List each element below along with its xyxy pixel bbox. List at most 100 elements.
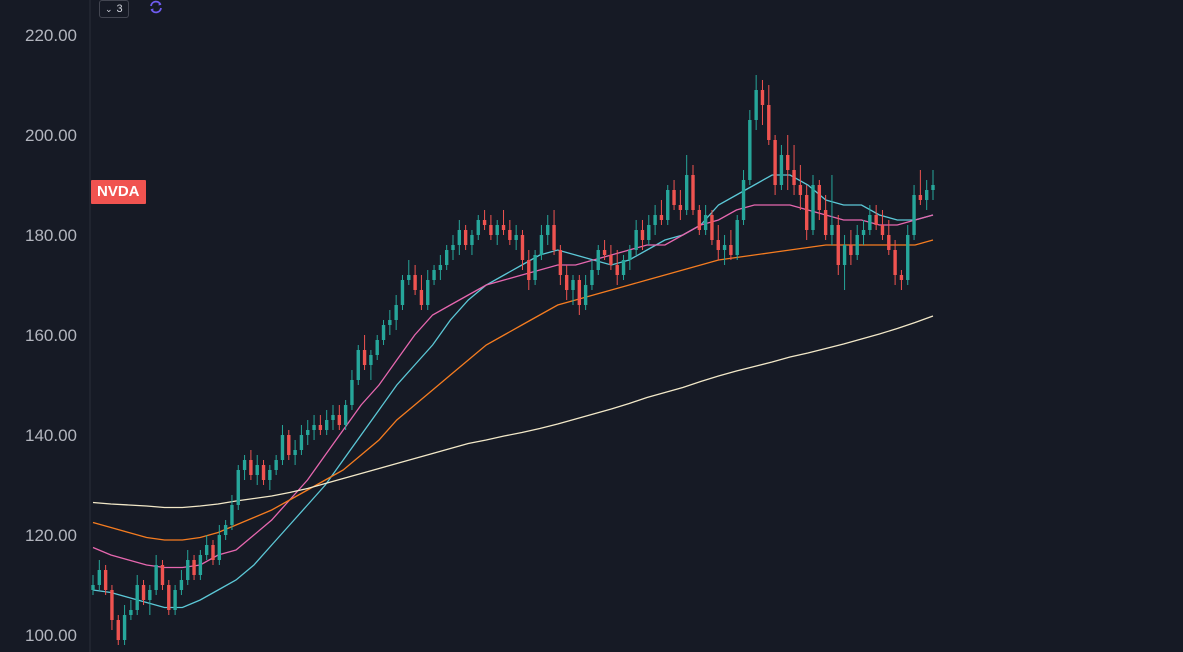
- candle: [211, 540, 215, 565]
- candle-body: [703, 215, 708, 230]
- candle: [893, 240, 897, 285]
- candle: [444, 245, 449, 270]
- candle: [792, 145, 796, 195]
- candle: [470, 230, 474, 255]
- candle-body: [906, 235, 910, 280]
- candle: [110, 585, 114, 630]
- candle-body: [564, 275, 569, 290]
- candle-body: [621, 260, 626, 275]
- symbol-label[interactable]: NVDA: [91, 180, 146, 204]
- candle: [122, 605, 127, 645]
- candle-body: [223, 525, 228, 535]
- moving-average-line: [92, 204, 934, 569]
- candle-body: [192, 560, 196, 575]
- candle: [476, 215, 480, 240]
- candle-body: [451, 245, 455, 250]
- candle: [179, 570, 184, 595]
- candle-body: [893, 250, 897, 275]
- candle: [748, 110, 752, 185]
- candle: [154, 555, 158, 595]
- candle: [514, 225, 518, 250]
- candle: [369, 350, 373, 380]
- candle-body: [628, 250, 632, 260]
- candle: [186, 550, 190, 585]
- candle: [457, 220, 462, 255]
- candle: [684, 155, 689, 215]
- candle: [324, 410, 329, 435]
- candle: [489, 215, 493, 240]
- candle-body: [647, 225, 651, 240]
- candle: [198, 550, 203, 580]
- candle-body: [546, 225, 550, 235]
- candle: [924, 180, 929, 210]
- candle-body: [186, 560, 190, 580]
- sync-icon[interactable]: [148, 0, 164, 14]
- y-tick-label: 180.00: [25, 226, 77, 245]
- candle-body: [615, 265, 619, 275]
- candle-body: [135, 585, 139, 610]
- candle-body: [773, 140, 777, 185]
- candle-body: [268, 470, 272, 480]
- candle-body: [861, 230, 866, 235]
- candle-body: [413, 275, 417, 290]
- candle-body: [684, 175, 689, 210]
- candle: [539, 225, 544, 260]
- candle-body: [324, 420, 329, 430]
- candle-body: [842, 245, 847, 265]
- candles: [91, 75, 935, 645]
- candle-body: [381, 325, 386, 340]
- candle: [849, 230, 853, 265]
- candle-body: [533, 255, 537, 280]
- candle: [647, 215, 651, 245]
- candle-body: [836, 225, 840, 265]
- candle: [204, 535, 209, 560]
- indicators-collapse-button[interactable]: ⌄ 3: [99, 0, 129, 18]
- candle-body: [710, 215, 714, 240]
- candle-body: [129, 610, 133, 615]
- candle-body: [609, 255, 613, 265]
- candle-body: [230, 505, 234, 525]
- y-tick-label: 220.00: [25, 26, 77, 45]
- candle-body: [489, 225, 493, 235]
- candle: [255, 455, 259, 485]
- candle: [337, 405, 342, 430]
- candle-body: [779, 155, 784, 185]
- candle-body: [558, 250, 563, 275]
- candle: [230, 495, 234, 530]
- candle: [741, 170, 746, 225]
- candle-body: [798, 185, 803, 195]
- candle: [823, 195, 828, 240]
- price-axis[interactable]: 100.00 120.00 140.00 160.00 180.00 200.00 220.…: [25, 26, 77, 645]
- y-tick-label: 200.00: [25, 126, 77, 145]
- candle-body: [748, 120, 752, 180]
- candle: [615, 250, 619, 285]
- candle: [861, 220, 866, 245]
- candle: [798, 165, 803, 210]
- candle-body: [729, 245, 733, 255]
- candle-body: [173, 590, 177, 610]
- candle: [552, 210, 556, 255]
- candle-body: [293, 450, 297, 455]
- candle-body: [312, 425, 316, 430]
- candle-body: [590, 270, 594, 285]
- candle: [394, 295, 398, 330]
- candle-body: [356, 350, 360, 380]
- candle-body: [457, 230, 462, 245]
- candle-body: [678, 205, 683, 210]
- candle-body: [501, 225, 506, 230]
- candle: [318, 415, 323, 435]
- candle: [135, 575, 139, 615]
- candle: [767, 85, 771, 145]
- candle: [659, 200, 664, 225]
- candle-body: [817, 185, 822, 210]
- candle-body: [400, 280, 405, 305]
- candle: [564, 265, 569, 300]
- candle: [381, 320, 386, 345]
- candle: [217, 525, 222, 565]
- candle-body: [855, 235, 859, 255]
- candle: [280, 425, 285, 465]
- chevron-down-icon: ⌄: [105, 3, 113, 14]
- candle-body: [634, 230, 638, 250]
